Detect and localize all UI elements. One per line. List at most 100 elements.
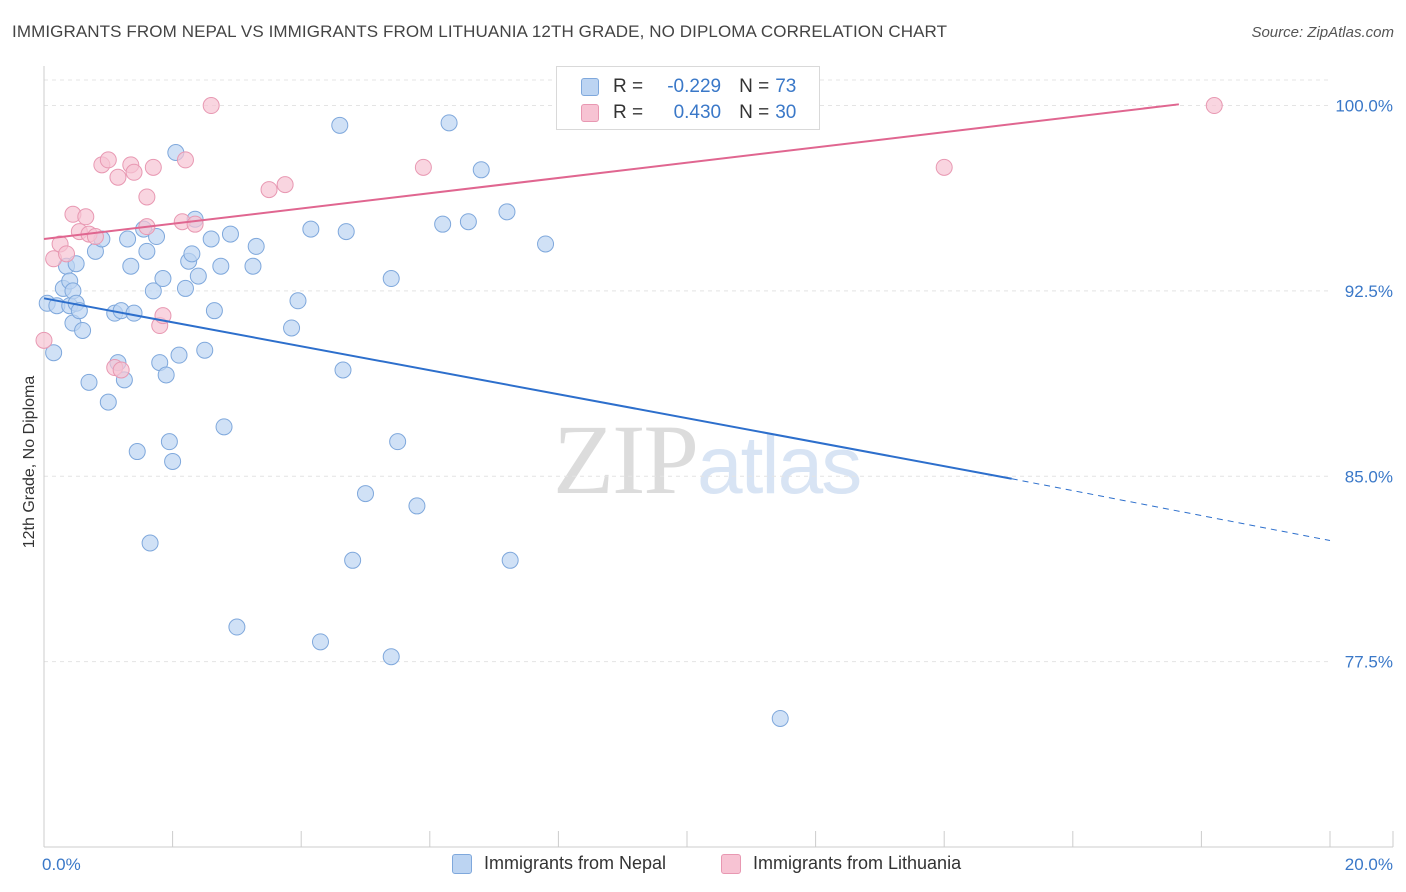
data-point-lithuania <box>176 151 194 169</box>
legend-n-value-lithuania: 30 <box>775 102 797 123</box>
data-point-nepal <box>189 267 207 285</box>
data-point-nepal <box>122 257 140 275</box>
legend-n-label: N = <box>739 102 770 123</box>
data-point-nepal <box>382 270 400 288</box>
chart-title: IMMIGRANTS FROM NEPAL VS IMMIGRANTS FROM… <box>12 22 948 41</box>
data-point-lithuania <box>58 245 76 263</box>
watermark: ZIPatlas <box>553 402 862 517</box>
y-tick-label: 92.5% <box>1345 282 1393 301</box>
series-legend-nepal[interactable]: Immigrants from Nepal <box>452 853 666 874</box>
y-tick-label: 100.0% <box>1335 97 1393 116</box>
data-point-nepal <box>157 366 175 384</box>
data-point-nepal <box>144 282 162 300</box>
data-point-lithuania <box>138 188 156 206</box>
data-point-nepal <box>196 341 214 359</box>
data-point-lithuania <box>935 158 953 176</box>
data-point-nepal <box>221 225 239 243</box>
y-tick-label: 85.0% <box>1345 467 1393 486</box>
legend-r-value-lithuania: 0.430 <box>673 102 722 123</box>
legend-swatch-nepal <box>581 78 599 96</box>
data-point-nepal <box>45 344 63 362</box>
source-label: Source: ZipAtlas.com <box>1251 24 1394 41</box>
legend-r-label: R = <box>613 102 644 123</box>
data-point-nepal <box>283 319 301 337</box>
data-point-nepal <box>331 116 349 134</box>
trend-line-nepal <box>43 297 1012 480</box>
data-point-lithuania <box>112 361 130 379</box>
y-tick-label: 77.5% <box>1345 653 1393 672</box>
data-point-lithuania <box>144 158 162 176</box>
series-name-nepal: Immigrants from Nepal <box>484 853 667 873</box>
x-tick-label: 20.0% <box>1345 855 1393 874</box>
data-point-nepal <box>289 292 307 310</box>
series-swatch-lithuania <box>721 853 741 874</box>
x-tick-label: 0.0% <box>42 855 81 874</box>
data-point-nepal <box>215 418 233 436</box>
series-legend: Immigrants from Nepal Immigrants from Li… <box>0 853 1406 877</box>
data-point-lithuania <box>125 163 143 181</box>
data-point-nepal <box>74 321 92 339</box>
data-point-lithuania <box>414 158 432 176</box>
data-point-lithuania <box>276 176 294 194</box>
data-point-lithuania <box>1205 97 1223 115</box>
data-point-lithuania <box>77 208 95 226</box>
legend-n-value-nepal: 73 <box>775 76 797 97</box>
data-point-nepal <box>472 161 490 179</box>
legend-r-value-nepal: -0.229 <box>667 76 722 97</box>
data-point-nepal <box>154 270 172 288</box>
data-point-lithuania <box>202 97 220 115</box>
y-axis-label: 12th Grade, No Diploma <box>21 375 38 549</box>
watermark-zip: ZIP <box>553 404 699 515</box>
data-point-nepal <box>119 230 137 248</box>
data-point-nepal <box>537 235 555 253</box>
data-point-nepal <box>176 279 194 297</box>
data-point-nepal <box>202 230 220 248</box>
data-point-nepal <box>141 534 159 552</box>
data-point-nepal <box>228 618 246 636</box>
data-point-nepal <box>160 433 178 451</box>
data-point-nepal <box>302 220 320 238</box>
data-point-nepal <box>501 551 519 569</box>
legend-r-label: R = <box>613 76 644 97</box>
data-point-nepal <box>247 237 265 255</box>
series-swatch-nepal <box>452 853 472 874</box>
data-point-nepal <box>183 245 201 263</box>
data-point-nepal <box>337 223 355 241</box>
data-point-lithuania <box>109 168 127 186</box>
data-point-nepal <box>344 551 362 569</box>
data-point-nepal <box>164 452 182 470</box>
data-point-nepal <box>771 709 789 727</box>
data-point-nepal <box>498 203 516 221</box>
data-point-nepal <box>382 648 400 666</box>
legend-row-nepal: R = -0.229 N = 73 <box>581 75 796 99</box>
legend-n-label: N = <box>739 76 770 97</box>
data-point-nepal <box>334 361 352 379</box>
trend-line-lithuania <box>43 103 1180 240</box>
data-point-nepal <box>212 257 230 275</box>
data-point-nepal <box>244 257 262 275</box>
data-point-nepal <box>311 633 329 651</box>
series-legend-lithuania[interactable]: Immigrants from Lithuania <box>721 853 961 874</box>
data-point-nepal <box>459 213 477 231</box>
series-name-lithuania: Immigrants from Lithuania <box>753 853 962 873</box>
data-point-nepal <box>128 443 146 461</box>
legend-row-lithuania: R = 0.430 N = 30 <box>581 101 796 125</box>
data-point-nepal <box>205 302 223 320</box>
data-point-nepal <box>389 433 407 451</box>
data-point-nepal <box>170 346 188 364</box>
data-point-nepal <box>434 215 452 233</box>
legend-swatch-lithuania <box>581 104 599 122</box>
data-point-lithuania <box>99 151 117 169</box>
data-point-nepal <box>138 242 156 260</box>
data-point-nepal <box>408 497 426 515</box>
data-point-nepal <box>99 393 117 411</box>
data-point-nepal <box>80 373 98 391</box>
data-point-nepal <box>440 114 458 132</box>
data-point-nepal <box>70 302 88 320</box>
data-point-lithuania <box>86 228 104 246</box>
data-point-lithuania <box>35 331 53 349</box>
data-point-lithuania <box>186 215 204 233</box>
stats-legend: R = -0.229 N = 73 R = 0.430 N = 30 <box>556 66 820 130</box>
trend-line-extension-nepal <box>1011 478 1331 542</box>
